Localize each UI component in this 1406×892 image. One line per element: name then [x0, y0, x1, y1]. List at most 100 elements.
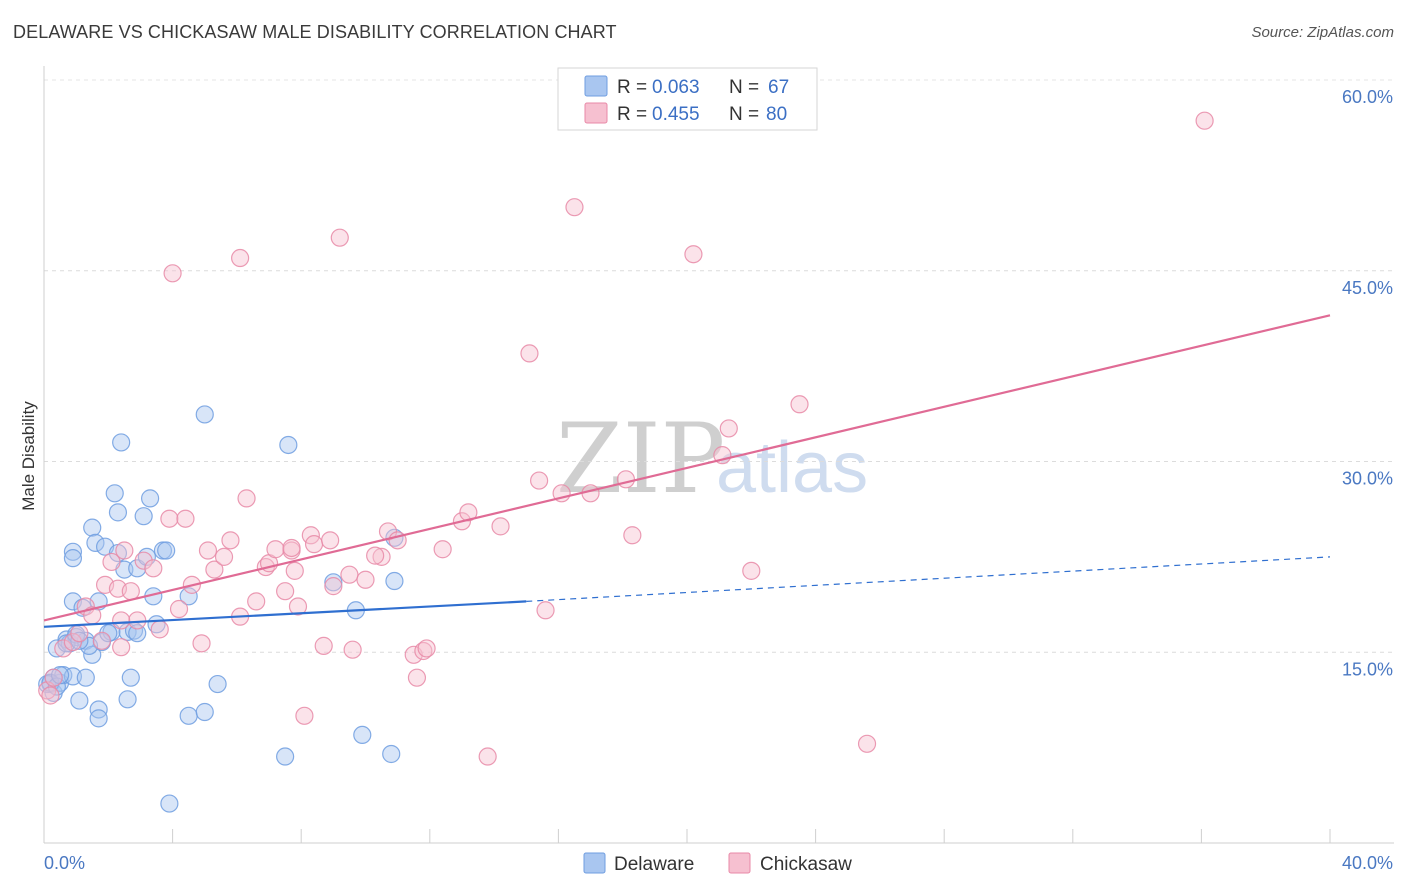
- point-chickasaw: [581, 484, 600, 503]
- point-chickasaw: [134, 551, 153, 570]
- point-delaware: [105, 484, 124, 503]
- point-delaware: [179, 587, 198, 606]
- legend-r-value-delaware: 0.063: [652, 77, 700, 98]
- legend-swatch-delaware: [584, 75, 608, 97]
- data-points: [38, 111, 1214, 813]
- point-delaware: [70, 631, 89, 650]
- point-chickasaw: [295, 706, 314, 725]
- point-delaware: [128, 624, 147, 643]
- point-chickasaw: [205, 560, 224, 579]
- point-chickasaw: [1195, 111, 1214, 130]
- point-chickasaw: [112, 638, 131, 657]
- point-delaware: [86, 533, 105, 552]
- point-chickasaw: [231, 248, 250, 268]
- point-chickasaw: [414, 641, 433, 661]
- point-delaware: [63, 542, 83, 561]
- legend-n-value-chickasaw: 80: [766, 104, 787, 125]
- trend-line-chickasaw: [43, 314, 1331, 622]
- point-chickasaw: [266, 540, 285, 559]
- point-chickasaw: [92, 631, 111, 650]
- point-chickasaw: [276, 582, 295, 601]
- point-chickasaw: [221, 531, 240, 550]
- trend-line-delaware: [43, 600, 527, 628]
- series-delaware-points: [38, 405, 404, 813]
- point-chickasaw: [41, 686, 60, 705]
- y-tick-label: 30.0%: [1342, 469, 1393, 489]
- legend-n-label-chickasaw: N =: [729, 104, 759, 125]
- point-chickasaw: [169, 599, 189, 619]
- point-chickasaw: [340, 565, 359, 584]
- point-delaware: [157, 541, 176, 560]
- point-chickasaw: [407, 668, 427, 687]
- point-delaware: [279, 435, 298, 455]
- point-chickasaw: [282, 538, 301, 558]
- point-chickasaw: [44, 668, 63, 687]
- point-delaware: [160, 794, 179, 813]
- watermark-atlas: atlas: [716, 428, 868, 508]
- point-chickasaw: [616, 470, 636, 489]
- point-chickasaw: [214, 547, 234, 566]
- x-tick-label: 0.0%: [44, 853, 85, 873]
- point-delaware: [112, 433, 131, 452]
- legend-r-label-delaware: R =: [617, 77, 647, 98]
- point-delaware: [76, 668, 95, 687]
- bottom-legend-swatch-delaware: [583, 852, 606, 874]
- point-delaware: [83, 518, 102, 537]
- point-chickasaw: [491, 517, 510, 536]
- legend-r-label-chickasaw: R =: [617, 104, 647, 125]
- point-chickasaw: [288, 597, 308, 616]
- point-chickasaw: [478, 747, 497, 766]
- point-delaware: [89, 709, 108, 728]
- point-chickasaw: [128, 611, 147, 630]
- point-chickasaw: [719, 419, 738, 438]
- point-delaware: [108, 503, 128, 522]
- point-delaware: [63, 549, 83, 568]
- point-chickasaw: [324, 577, 343, 596]
- point-chickasaw: [144, 559, 163, 578]
- point-delaware: [382, 744, 401, 764]
- point-delaware: [118, 690, 137, 709]
- y-axis-label: Male Disability: [19, 401, 38, 511]
- x-tick-label: 40.0%: [1342, 853, 1393, 873]
- point-chickasaw: [417, 639, 436, 658]
- watermark-zip: ZIP: [556, 403, 725, 515]
- point-chickasaw: [520, 344, 539, 363]
- point-chickasaw: [304, 535, 324, 554]
- point-chickasaw: [536, 601, 555, 620]
- point-chickasaw: [623, 526, 642, 545]
- point-chickasaw: [857, 734, 877, 753]
- point-chickasaw: [163, 264, 182, 283]
- point-delaware: [70, 691, 89, 710]
- point-chickasaw: [343, 640, 362, 659]
- point-chickasaw: [330, 228, 349, 247]
- point-chickasaw: [372, 547, 391, 566]
- point-delaware: [179, 706, 198, 725]
- point-chickasaw: [247, 592, 266, 611]
- point-delaware: [134, 507, 153, 526]
- bottom-legend-swatch-chickasaw: [728, 852, 751, 874]
- trend-lines: [43, 314, 1331, 628]
- point-chickasaw: [115, 541, 134, 560]
- point-delaware: [208, 674, 227, 694]
- point-delaware: [195, 405, 214, 424]
- point-chickasaw: [102, 552, 121, 572]
- point-delaware: [276, 747, 295, 766]
- series-chickasaw-points: [38, 111, 1214, 766]
- tick-labels: 15.0% 30.0% 45.0% 60.0% 0.0% 40.0%: [44, 87, 1393, 873]
- legend-swatch-chickasaw: [584, 102, 608, 124]
- point-chickasaw: [742, 561, 761, 580]
- point-chickasaw: [790, 395, 809, 414]
- point-chickasaw: [237, 489, 256, 508]
- point-chickasaw: [530, 471, 549, 490]
- point-delaware: [324, 573, 343, 592]
- bottom-legend-label-delaware: Delaware: [614, 854, 694, 875]
- point-chickasaw: [70, 624, 89, 643]
- point-chickasaw: [176, 509, 195, 528]
- legend-box: R = 0.063 N = 67 R = 0.455 N = 80: [557, 67, 818, 131]
- bottom-legend-label-chickasaw: Chickasaw: [760, 854, 852, 875]
- trend-line-delaware-extension: [526, 556, 1331, 602]
- point-chickasaw: [321, 531, 340, 550]
- point-chickasaw: [160, 509, 179, 528]
- point-delaware: [353, 725, 372, 745]
- point-chickasaw: [285, 561, 304, 580]
